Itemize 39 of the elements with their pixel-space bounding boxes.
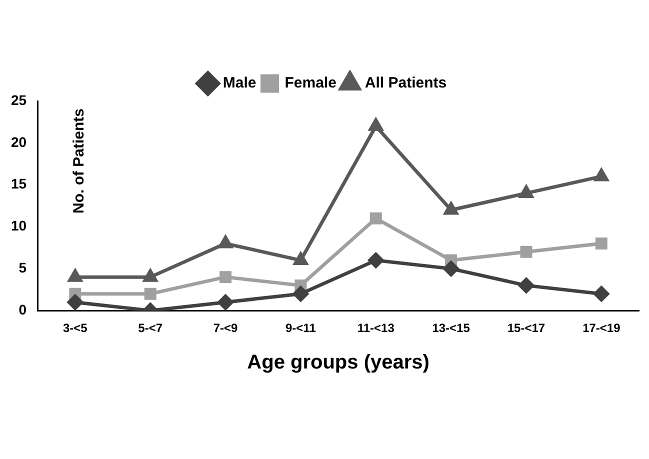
- y-tick-label: 25: [10, 92, 27, 108]
- legend-label: Male: [222, 74, 256, 92]
- x-tick-label: 9-<11: [286, 321, 316, 336]
- point: [68, 269, 82, 282]
- point: [143, 269, 158, 282]
- x-axis-title: Age groups (years): [247, 352, 430, 374]
- point: [368, 252, 384, 268]
- x-tick-label: 15-<17: [507, 321, 546, 336]
- point: [144, 288, 156, 300]
- point: [519, 185, 534, 198]
- y-tick-label: 0: [18, 301, 27, 318]
- point: [594, 286, 610, 302]
- x-tick-label: 5-<7: [138, 321, 163, 336]
- point: [368, 118, 383, 131]
- point: [518, 278, 534, 294]
- y-axis-title: No. of Patients: [70, 108, 88, 214]
- point: [220, 271, 232, 284]
- point: [218, 294, 234, 310]
- x-tick-label: 11-<13: [357, 321, 395, 336]
- point: [218, 236, 232, 248]
- x-tick-label: 13-<15: [432, 321, 470, 336]
- legend-label: All Patients: [364, 74, 447, 92]
- legend-label: Female: [284, 74, 336, 92]
- y-tick-label: 20: [10, 134, 27, 150]
- point: [443, 260, 459, 276]
- y-tick-label: 15: [10, 176, 27, 192]
- point: [594, 168, 608, 182]
- y-tick-label: 5: [18, 260, 27, 276]
- point: [370, 212, 382, 224]
- point: [595, 238, 608, 250]
- point: [292, 286, 308, 302]
- point: [520, 246, 532, 258]
- y-tick-label: 10: [10, 218, 27, 234]
- x-tick-label: 3-<5: [62, 321, 88, 336]
- point: [444, 202, 458, 215]
- point: [67, 294, 83, 310]
- x-tick-label: 7-<9: [213, 321, 238, 336]
- x-tick-label: 17-<19: [582, 321, 621, 336]
- point: [294, 252, 308, 266]
